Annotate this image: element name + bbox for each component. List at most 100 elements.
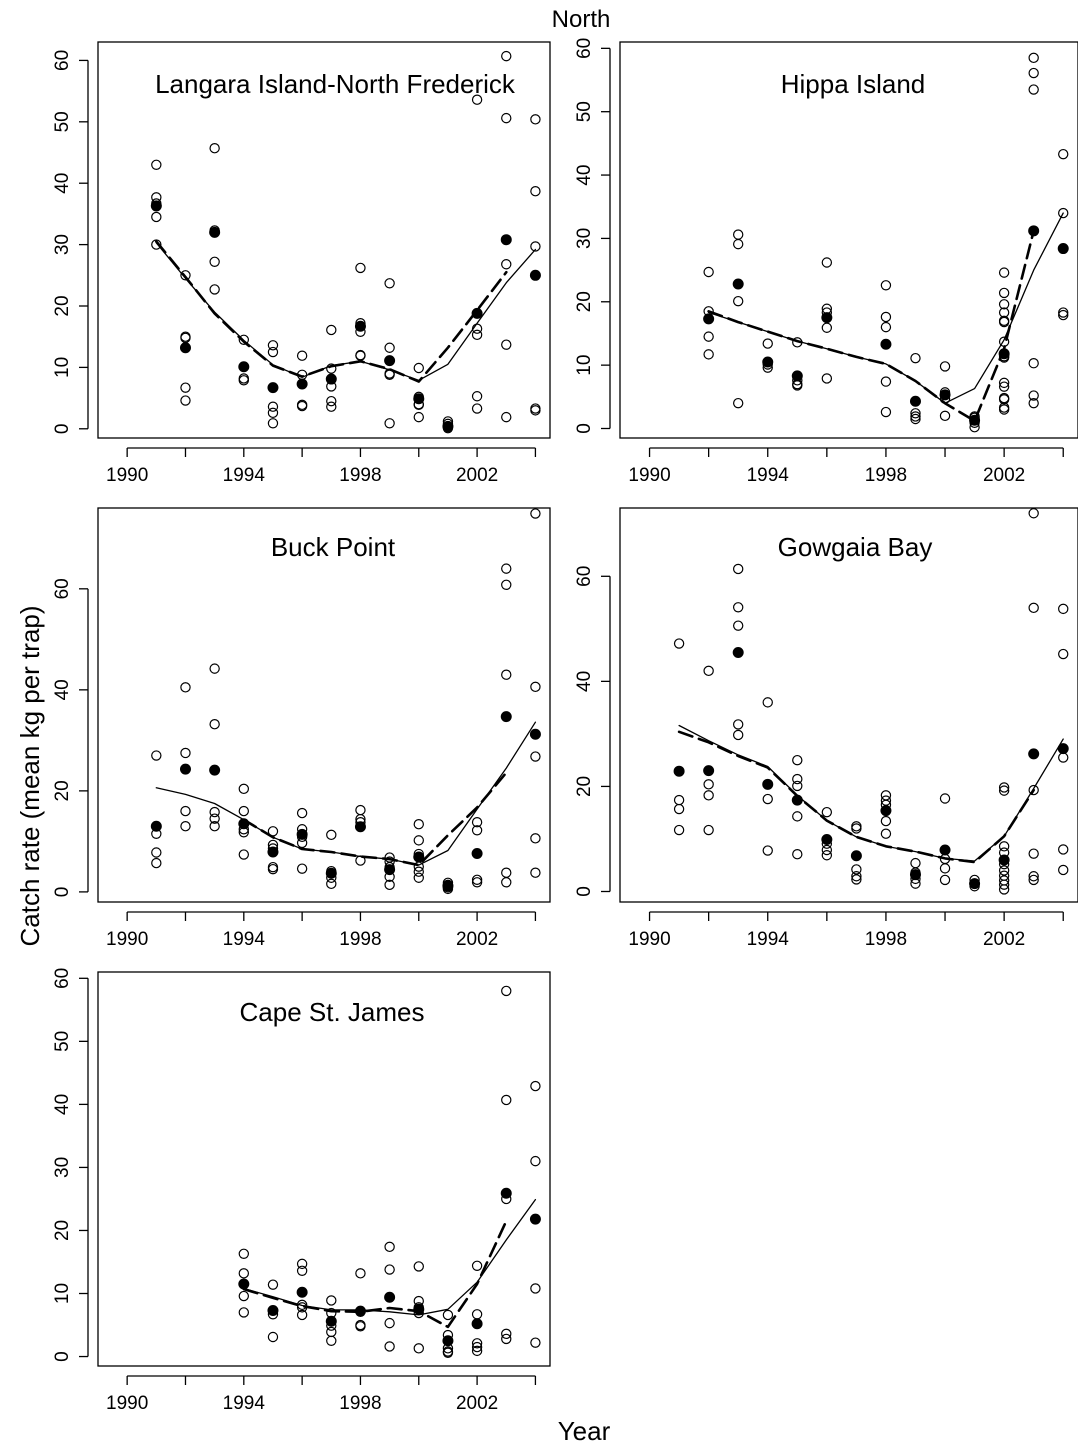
observation-point: [326, 363, 337, 374]
mean-point: [880, 338, 892, 350]
observation-point: [998, 884, 1010, 895]
observation-point: [703, 331, 714, 342]
mean-point: [500, 711, 512, 723]
mean-point: [209, 226, 221, 238]
mean-point: [413, 393, 425, 405]
observation-point: [880, 815, 892, 827]
observation-point: [471, 1309, 483, 1320]
mean-point: [732, 278, 744, 290]
observation-point: [355, 1268, 366, 1279]
panels: Langara Island-North Frederick 1990 1994 19…: [52, 38, 1078, 1414]
x-tick-label: 1990: [106, 1393, 148, 1414]
panel-4: Gowgaia Bay 1990 1994 1998 2002 0 20 40 60: [574, 507, 1078, 950]
panel-title: Cape St. James: [240, 997, 425, 1027]
observation-point: [180, 382, 191, 393]
observation-point: [180, 270, 191, 281]
observation-point: [180, 821, 191, 832]
mean-point: [354, 1305, 366, 1317]
observation-point: [151, 211, 162, 223]
y-tick-label: 40: [52, 1094, 73, 1115]
observation-point: [821, 806, 833, 818]
plot-area: [238, 985, 541, 1358]
observation-point: [821, 257, 833, 268]
observation-point: [998, 381, 1010, 392]
observation-point: [732, 295, 744, 307]
panel-5: Cape St. James 1990 1994 1998 2002 0 10 20 30 40 5…: [52, 968, 551, 1414]
x-tick-label: 1990: [628, 465, 670, 486]
observation-point: [732, 397, 744, 409]
observation-point: [530, 833, 541, 844]
observation-point: [501, 563, 512, 574]
y-tick-label: 30: [52, 234, 73, 255]
observation-point: [1058, 307, 1069, 318]
mean-point: [529, 269, 541, 281]
mean-point: [909, 395, 921, 407]
observation-point: [998, 782, 1010, 793]
observation-point: [180, 682, 191, 693]
observation-point: [998, 879, 1010, 890]
y-tick-label: 10: [52, 1283, 73, 1304]
observation-point: [939, 874, 951, 886]
observation-point: [151, 857, 162, 869]
observation-point: [501, 50, 512, 62]
observation-point: [180, 395, 191, 406]
observation-point: [471, 1341, 483, 1353]
observation-point: [530, 241, 541, 252]
observation-point: [880, 376, 892, 387]
observation-point: [762, 338, 773, 349]
observation-point: [238, 334, 250, 345]
y-tick-label: 40: [574, 671, 595, 692]
observation-point: [998, 377, 1010, 389]
observation-point: [209, 718, 220, 730]
observation-point: [267, 861, 279, 873]
observation-point: [296, 350, 308, 361]
observation-point: [732, 563, 744, 575]
observation-point: [1028, 848, 1039, 859]
observation-point: [471, 1345, 483, 1357]
y-tick-label: 0: [52, 1351, 73, 1362]
observation-point: [732, 620, 744, 631]
x-tick-label: 1994: [223, 929, 266, 950]
observation-point: [530, 1155, 541, 1167]
y-tick-label: 20: [52, 295, 73, 316]
observation-point: [384, 342, 395, 353]
mean-point: [238, 1278, 250, 1290]
y-tick-label: 0: [52, 887, 73, 898]
y-tick-label: 60: [52, 578, 73, 599]
observation-point: [326, 1335, 337, 1346]
observation-point: [673, 794, 685, 806]
x-tick-label: 1994: [747, 465, 790, 486]
mean-point: [325, 373, 337, 385]
mean-point: [998, 348, 1010, 360]
observation-point: [1028, 397, 1039, 409]
x-tick-label: 1994: [223, 465, 266, 486]
dashed-trend-line: [707, 229, 1035, 423]
observation-point: [821, 844, 833, 856]
mean-point: [500, 234, 512, 246]
y-tick-label: 0: [574, 886, 595, 897]
observation-point: [939, 863, 951, 874]
observation-point: [413, 411, 424, 423]
observation-point: [501, 669, 512, 680]
mean-point: [1057, 243, 1069, 255]
x-tick-label: 1998: [865, 465, 907, 486]
mean-point: [179, 763, 191, 775]
mean-point: [821, 312, 833, 324]
mean-point: [296, 378, 308, 390]
mean-point: [442, 420, 454, 432]
observation-point: [413, 1343, 424, 1354]
observation-point: [792, 848, 803, 860]
observation-point: [732, 238, 744, 250]
y-tick-label: 20: [52, 1220, 73, 1241]
observation-point: [501, 877, 512, 888]
observation-point: [1058, 752, 1069, 763]
y-tick-label: 50: [574, 101, 595, 122]
observation-point: [384, 1241, 395, 1253]
mean-point: [384, 1291, 396, 1303]
x-tick-label: 2002: [456, 1393, 498, 1414]
mean-point: [296, 828, 308, 840]
observation-point: [355, 262, 366, 274]
observation-point: [1058, 603, 1069, 615]
observation-point: [151, 159, 162, 170]
observation-point: [238, 1290, 250, 1302]
